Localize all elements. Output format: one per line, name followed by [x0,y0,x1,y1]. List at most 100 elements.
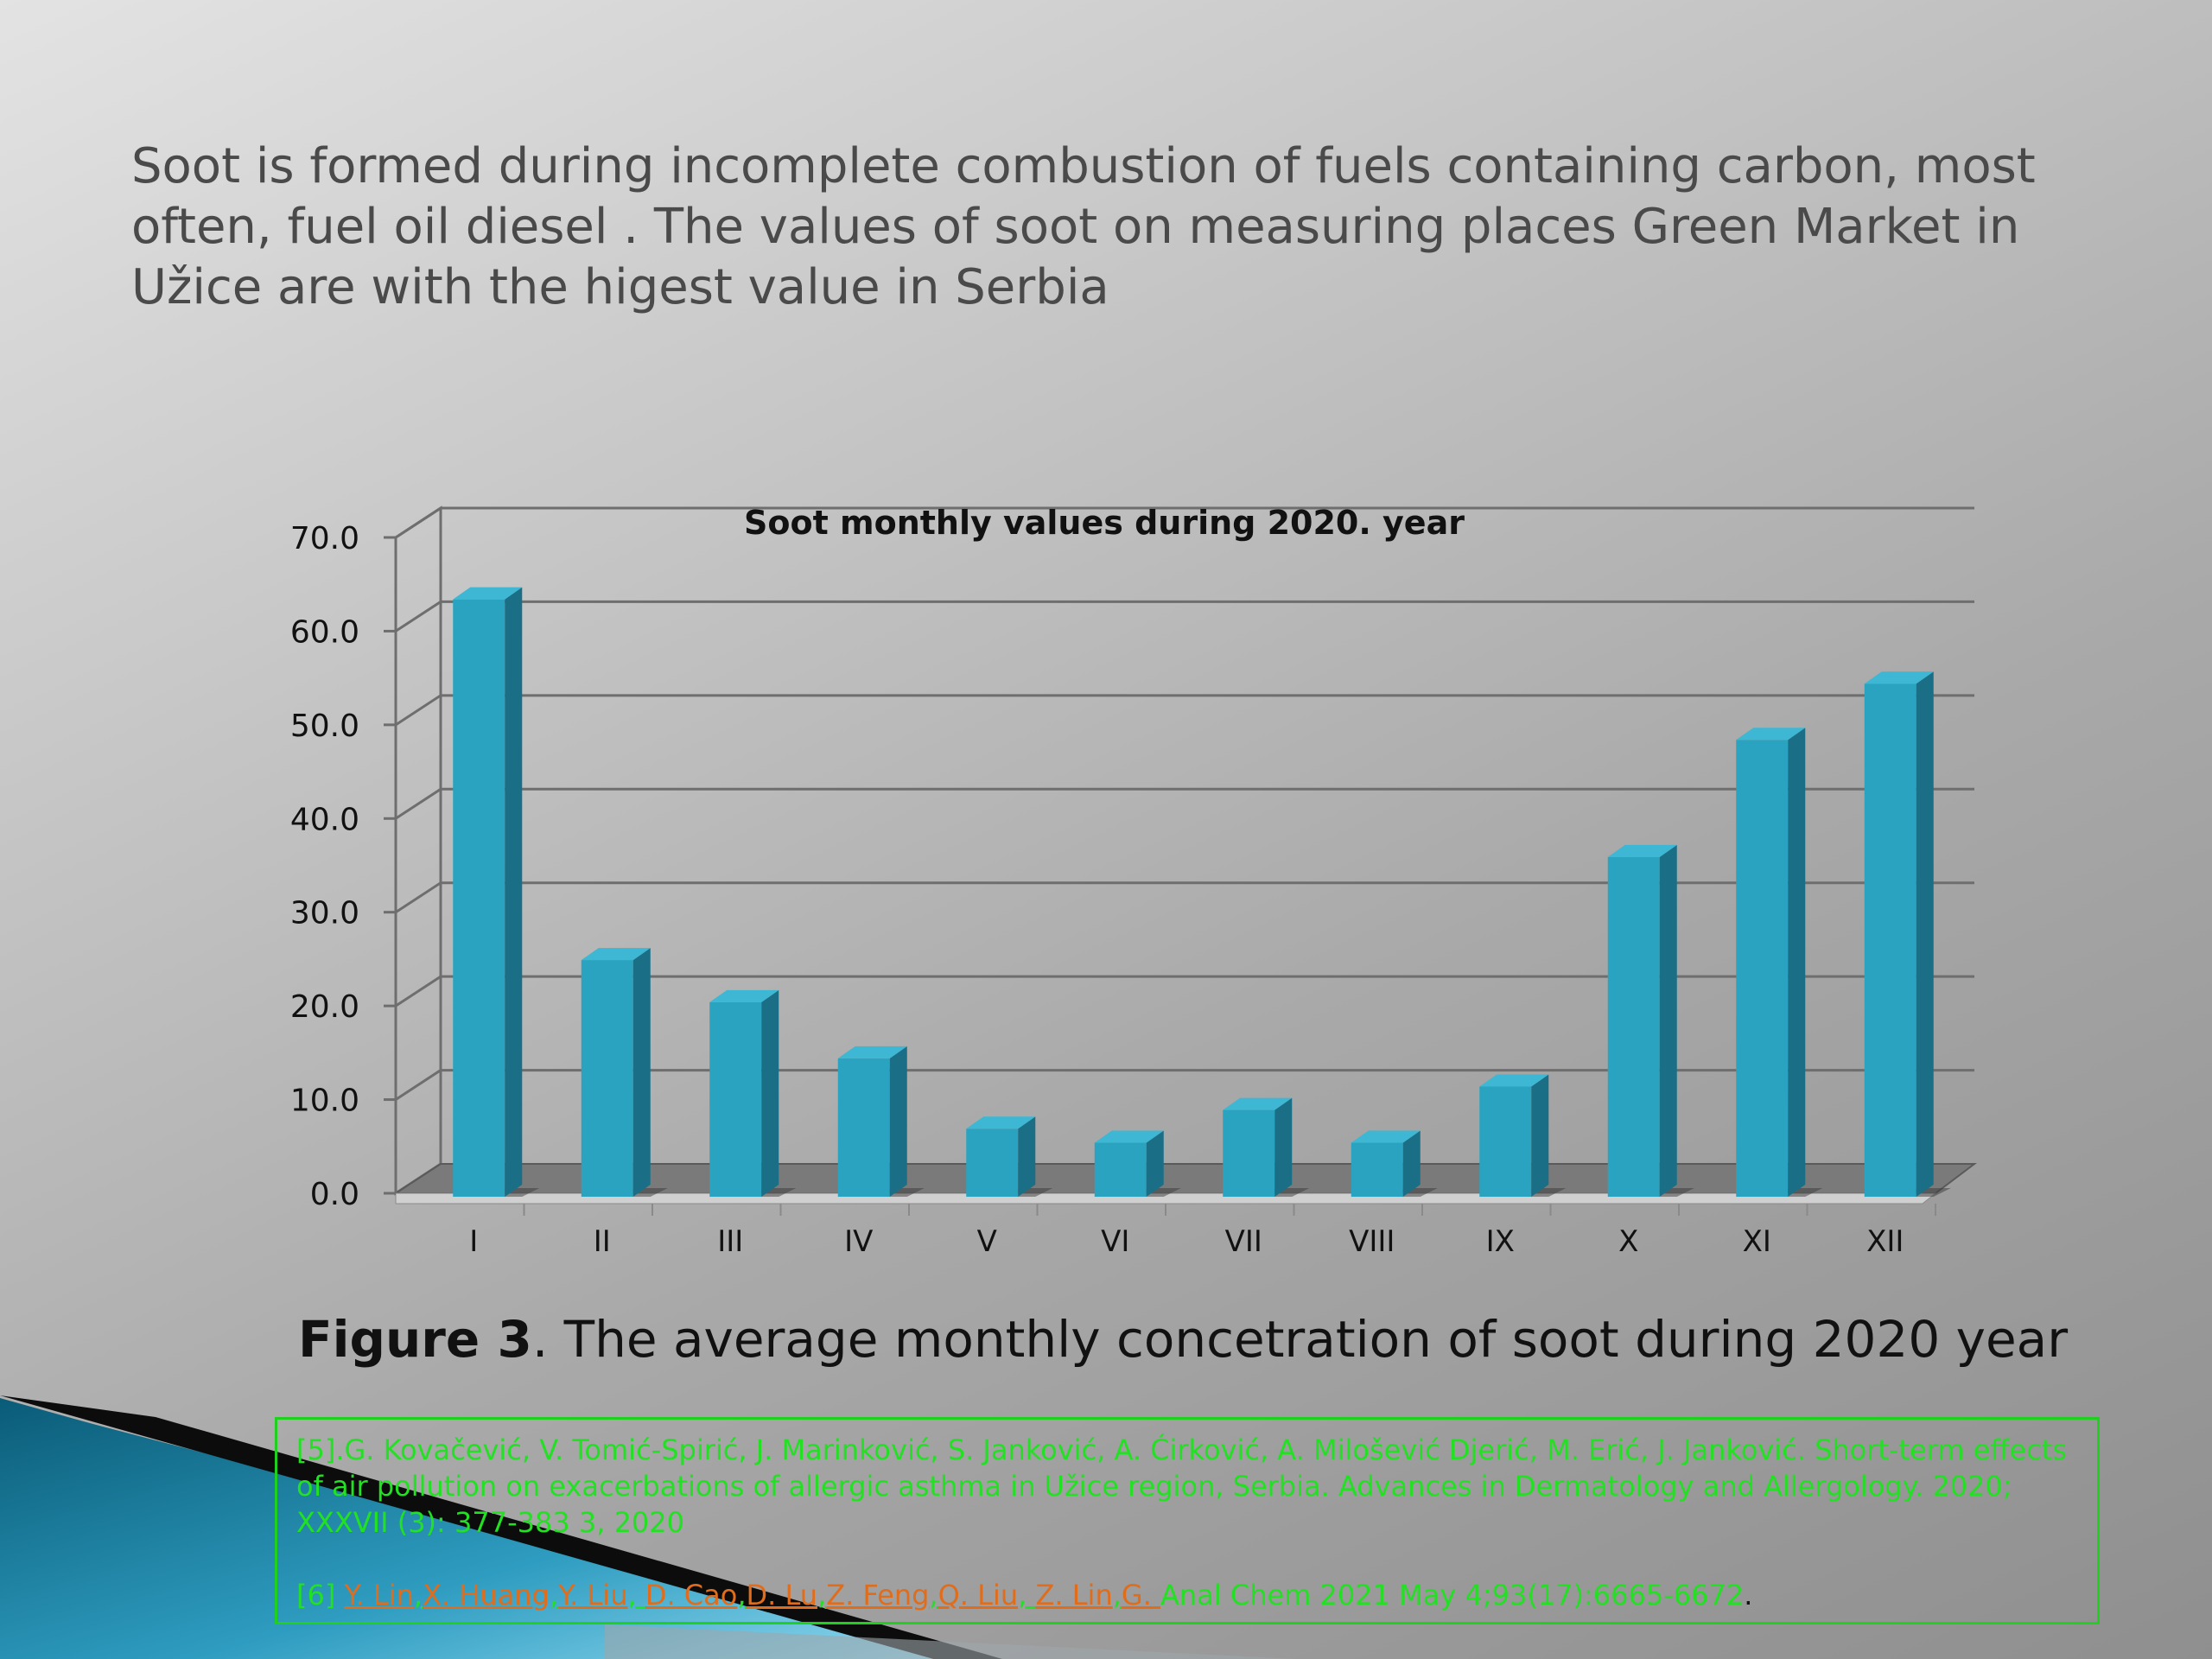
gridline-depth [395,975,442,1007]
author-separator: , [627,1579,645,1611]
bar-side [1274,1097,1293,1197]
bar-front [1351,1142,1403,1197]
bar [1223,1097,1310,1197]
bar-side [1788,728,1806,1197]
bar-top [581,948,651,961]
bar [837,1046,925,1197]
references-box: [5].G. Kovačević, V. Tomić-Spirić, J. Ma… [275,1417,2100,1624]
bar-top [453,587,523,600]
figure-caption-label: Figure 3 [298,1310,532,1369]
author-separator: , [1112,1579,1122,1611]
bar-side [1531,1074,1549,1197]
author-link[interactable]: Q. Liu [938,1579,1019,1611]
bar-side [889,1046,907,1197]
bar [453,587,540,1197]
bar-side [632,948,651,1197]
figure-caption-text: . The average monthly concetration of so… [531,1310,2069,1369]
bar [1479,1074,1567,1197]
bar-front [1864,683,1916,1197]
bar-top [1479,1074,1549,1087]
gridline-depth [395,506,442,539]
bar-top [1223,1097,1293,1110]
y-tick-label: 0.0 [310,1177,359,1212]
bar-side [505,587,523,1197]
bar-side [761,989,779,1197]
bar-top [837,1046,907,1058]
y-tick-label: 50.0 [290,709,359,744]
bar-front [581,960,633,1197]
x-tick-label: VII [1225,1224,1262,1259]
bar-front [709,1001,762,1197]
bar-top [1351,1130,1421,1143]
x-tick-label: XII [1866,1224,1904,1259]
bar-front [1607,856,1660,1197]
reference-6-label: [6] [296,1579,336,1611]
author-separator: , [549,1579,559,1611]
author-link[interactable]: G. [1121,1579,1161,1611]
bar-front [1094,1142,1147,1197]
bar [1736,728,1823,1197]
x-tick-label: II [594,1224,611,1259]
bar-front [837,1058,890,1197]
bar-side [1659,844,1677,1197]
figure-caption: Figure 3. The average monthly concetrati… [298,1310,2199,1369]
reference-6-end: . [1744,1579,1753,1611]
author-separator: , [1018,1579,1036,1611]
author-separator: , [929,1579,938,1611]
author-link[interactable]: Z. Feng [826,1579,930,1611]
bar-front [1479,1086,1532,1197]
y-tick-label: 20.0 [290,989,359,1025]
bar-top [1094,1130,1164,1143]
chart-y-tick-labels: 0.0 10.0 20.0 30.0 40.0 50.0 60.0 70.0 [290,521,359,1212]
bar-top [1736,728,1806,741]
reference-6: [6] Y. Lin,X. Huang,Y. Liu, D. Cao,D. Lu… [296,1577,2078,1613]
bar-top [1607,844,1677,857]
bar-front [966,1128,1019,1197]
chart-side-wall [394,505,442,1196]
bar-front [1736,740,1789,1197]
author-separator: , [413,1579,423,1611]
bar [709,989,797,1197]
x-tick-label: VI [1101,1224,1129,1259]
y-tick-label: 60.0 [290,614,359,650]
author-link[interactable]: D. Lu [746,1579,818,1611]
chart-x-tick-labels: I II III IV V VI VII VIII IX X XI XII [469,1204,1936,1259]
bar-top [966,1116,1036,1129]
author-link[interactable]: X. Huang [423,1579,550,1611]
bar-side [1916,671,1934,1197]
y-tick-label: 10.0 [290,1084,359,1119]
author-link[interactable]: D. Cao [645,1579,738,1611]
gridline-depth [395,601,442,632]
bar [1607,844,1694,1197]
intro-paragraph: Soot is formed during incomplete combust… [131,138,2036,315]
gridline-depth [395,788,442,820]
reference-5: [5].G. Kovačević, V. Tomić-Spirić, J. Ma… [296,1433,2067,1539]
bar [581,948,668,1197]
author-link[interactable]: Z. Lin [1035,1579,1113,1611]
bar-side [1018,1116,1036,1197]
bar-front [1223,1109,1275,1197]
x-tick-label: V [977,1224,997,1259]
gridline-depth [395,881,442,913]
chart-bars [453,587,1951,1197]
bar-front [453,599,505,1197]
x-tick-label: IX [1486,1224,1515,1259]
author-link[interactable]: Y. Lin [344,1579,414,1611]
y-tick-label: 40.0 [290,802,359,837]
x-tick-label: III [717,1224,743,1259]
bar [966,1116,1053,1197]
bar-side [1402,1130,1421,1197]
author-link[interactable]: Y. Liu [558,1579,628,1611]
bar-top [709,989,779,1002]
gridline-depth [395,1069,442,1101]
x-tick-label: VIII [1349,1224,1395,1259]
x-tick-label: I [469,1224,478,1259]
x-tick-label: IV [844,1224,873,1259]
author-separator: , [737,1579,747,1611]
y-tick-label: 70.0 [290,521,359,556]
x-tick-label: XI [1743,1224,1771,1259]
reference-6-journal: Anal Chem 2021 May 4;93(17):6665-6672 [1160,1579,1745,1611]
